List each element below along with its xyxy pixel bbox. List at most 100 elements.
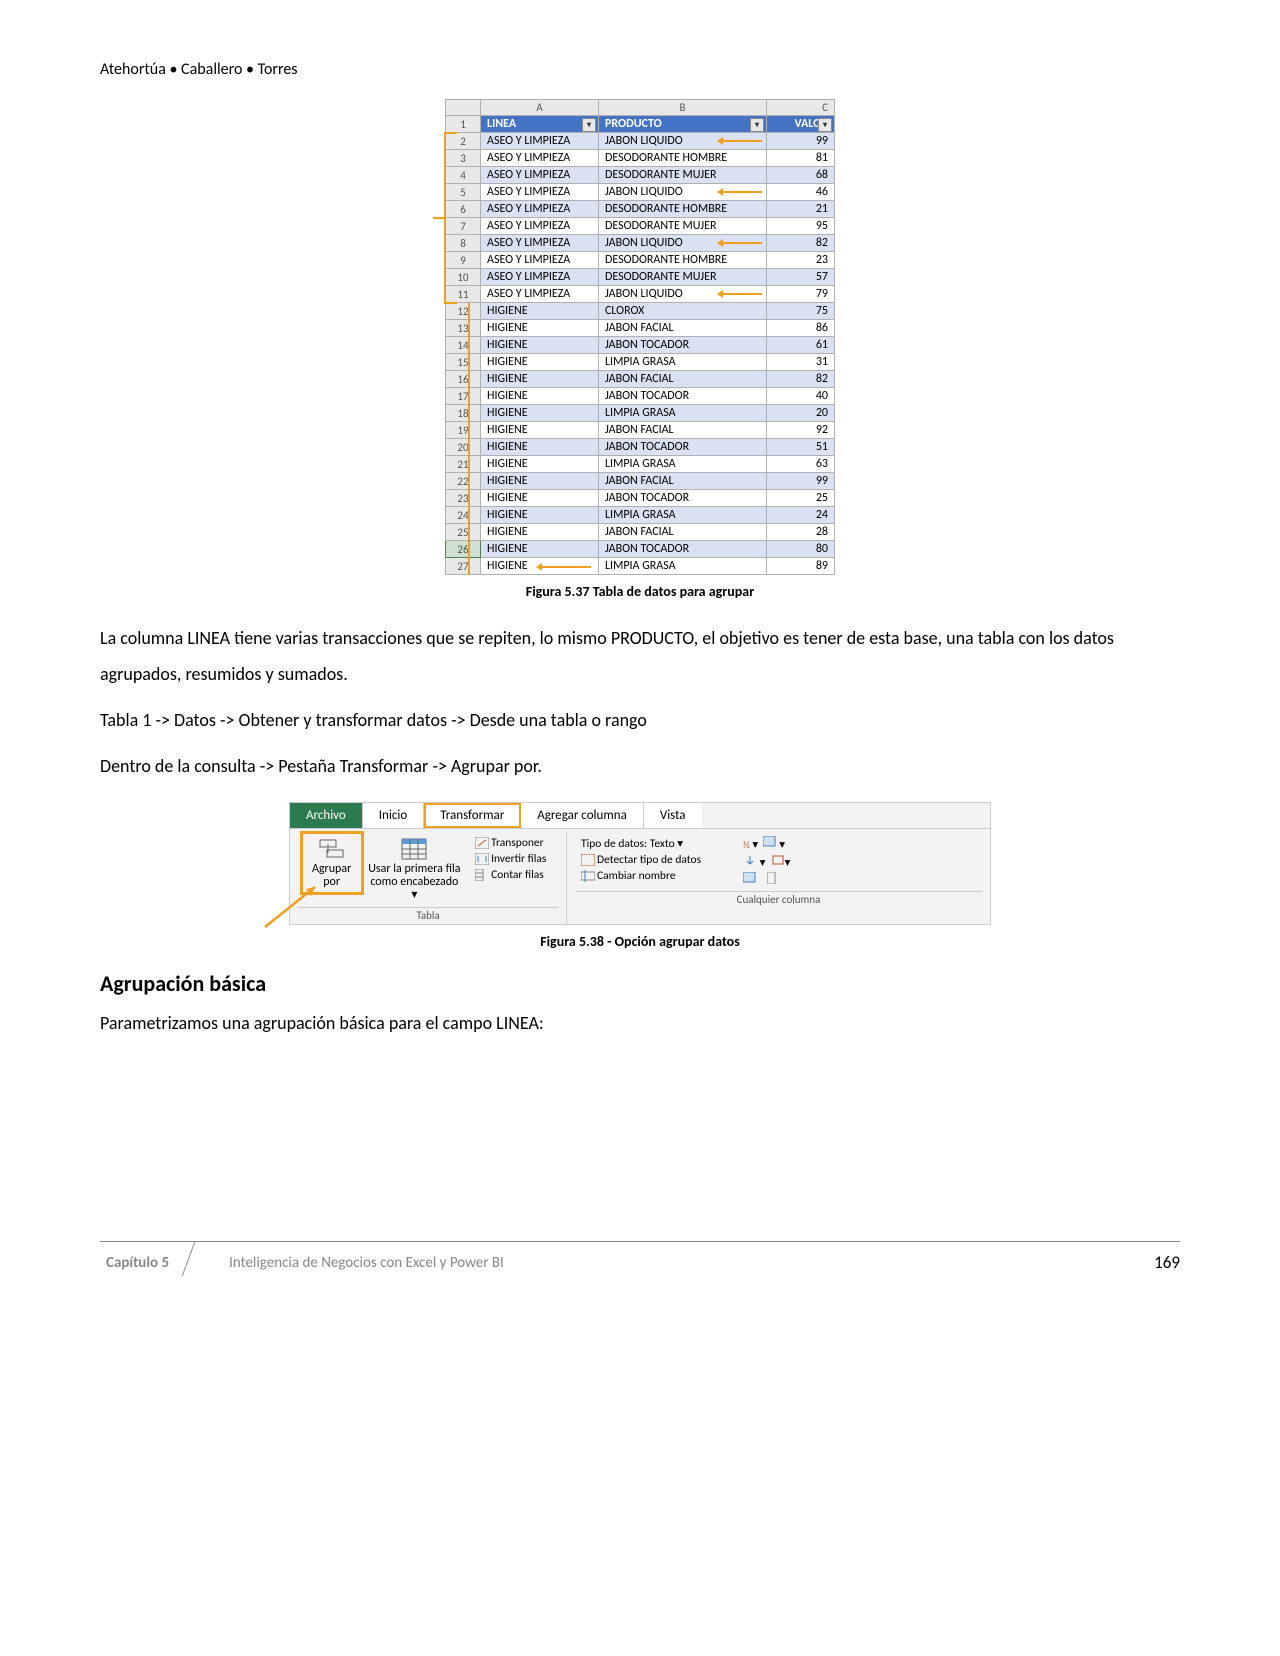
cell-producto[interactable]: JABON LIQUIDO <box>599 286 767 303</box>
cell-producto[interactable]: DESODORANTE HOMBRE <box>599 201 767 218</box>
cell-producto[interactable]: LIMPIA GRASA <box>599 354 767 371</box>
ribbon-fill-button[interactable]: ▾ ▾ <box>743 853 813 871</box>
cell-valor[interactable]: 80 <box>767 541 835 558</box>
row-number[interactable]: 14 <box>446 337 481 354</box>
cell-valor[interactable]: 68 <box>767 167 835 184</box>
cell-linea[interactable]: HIGIENE <box>481 507 599 524</box>
cell-valor[interactable]: 92 <box>767 422 835 439</box>
row-number[interactable]: 25 <box>446 524 481 541</box>
cell-linea[interactable]: HIGIENE <box>481 473 599 490</box>
row-number[interactable]: 18 <box>446 405 481 422</box>
ribbon-replace-button[interactable]: ½ ▾ ▾ <box>743 835 813 853</box>
cell-valor[interactable]: 99 <box>767 133 835 150</box>
cell-linea[interactable]: HIGIENE <box>481 371 599 388</box>
cell-valor[interactable]: 51 <box>767 439 835 456</box>
row-number[interactable]: 23 <box>446 490 481 507</box>
cell-linea[interactable]: HIGIENE <box>481 439 599 456</box>
cell-valor[interactable]: 75 <box>767 303 835 320</box>
row-number[interactable]: 3 <box>446 150 481 167</box>
cell-linea[interactable]: HIGIENE <box>481 541 599 558</box>
ribbon-tab-archivo[interactable]: Archivo <box>290 803 363 828</box>
row-number[interactable]: 10 <box>446 269 481 286</box>
row-number[interactable]: 17 <box>446 388 481 405</box>
cell-producto[interactable]: JABON TOCADOR <box>599 541 767 558</box>
cell-valor[interactable]: 25 <box>767 490 835 507</box>
cell-valor[interactable]: 31 <box>767 354 835 371</box>
ribbon-primera-fila-button[interactable]: Usar la primera fila como encabezado ▾ <box>362 835 466 905</box>
cell-linea[interactable]: HIGIENE <box>481 354 599 371</box>
cell-valor[interactable]: 24 <box>767 507 835 524</box>
cell-linea[interactable]: HIGIENE <box>481 320 599 337</box>
cell-producto[interactable]: LIMPIA GRASA <box>599 456 767 473</box>
column-letter[interactable]: B <box>599 100 767 116</box>
cell-valor[interactable]: 95 <box>767 218 835 235</box>
cell-producto[interactable]: JABON TOCADOR <box>599 439 767 456</box>
cell-linea[interactable]: HIGIENE <box>481 422 599 439</box>
cell-valor[interactable]: 99 <box>767 473 835 490</box>
cell-linea[interactable]: ASEO Y LIMPIEZA <box>481 269 599 286</box>
row-number[interactable]: 16 <box>446 371 481 388</box>
row-number[interactable]: 22 <box>446 473 481 490</box>
cell-linea[interactable]: HIGIENE <box>481 490 599 507</box>
row-number[interactable]: 26 <box>446 541 481 558</box>
cell-producto[interactable]: JABON TOCADOR <box>599 388 767 405</box>
cell-linea[interactable]: HIGIENE <box>481 337 599 354</box>
cell-valor[interactable]: 82 <box>767 235 835 252</box>
cell-valor[interactable]: 40 <box>767 388 835 405</box>
cell-producto[interactable]: JABON FACIAL <box>599 422 767 439</box>
row-number[interactable]: 1 <box>446 116 481 133</box>
cell-valor[interactable]: 61 <box>767 337 835 354</box>
row-number[interactable]: 21 <box>446 456 481 473</box>
cell-valor[interactable]: 79 <box>767 286 835 303</box>
cell-producto[interactable]: DESODORANTE MUJER <box>599 269 767 286</box>
cell-producto[interactable]: DESODORANTE HOMBRE <box>599 150 767 167</box>
cell-linea[interactable]: HIGIENE <box>481 558 599 575</box>
cell-producto[interactable]: JABON LIQUIDO <box>599 235 767 252</box>
cell-producto[interactable]: JABON TOCADOR <box>599 337 767 354</box>
ribbon-tab-transformar[interactable]: Transformar <box>424 803 521 828</box>
cell-linea[interactable]: HIGIENE <box>481 388 599 405</box>
cell-producto[interactable]: DESODORANTE MUJER <box>599 218 767 235</box>
row-number[interactable]: 11 <box>446 286 481 303</box>
cell-valor[interactable]: 21 <box>767 201 835 218</box>
row-number[interactable]: 19 <box>446 422 481 439</box>
row-number[interactable]: 2 <box>446 133 481 150</box>
row-number[interactable]: 15 <box>446 354 481 371</box>
cell-valor[interactable]: 89 <box>767 558 835 575</box>
cell-valor[interactable]: 86 <box>767 320 835 337</box>
ribbon-invertir-button[interactable]: Invertir filas <box>475 851 546 867</box>
cell-producto[interactable]: JABON TOCADOR <box>599 490 767 507</box>
row-number[interactable]: 9 <box>446 252 481 269</box>
cell-linea[interactable]: ASEO Y LIMPIEZA <box>481 252 599 269</box>
row-number[interactable]: 6 <box>446 201 481 218</box>
ribbon-pivot-button[interactable] <box>743 871 813 889</box>
row-number[interactable]: 13 <box>446 320 481 337</box>
cell-valor[interactable]: 82 <box>767 371 835 388</box>
cell-producto[interactable]: LIMPIA GRASA <box>599 405 767 422</box>
cell-producto[interactable]: CLOROX <box>599 303 767 320</box>
cell-linea[interactable]: ASEO Y LIMPIEZA <box>481 133 599 150</box>
cell-producto[interactable]: DESODORANTE HOMBRE <box>599 252 767 269</box>
ribbon-agrupar-button[interactable]: Agrupar por <box>304 835 360 891</box>
cell-linea[interactable]: HIGIENE <box>481 524 599 541</box>
cell-linea[interactable]: ASEO Y LIMPIEZA <box>481 184 599 201</box>
cell-producto[interactable]: JABON FACIAL <box>599 371 767 388</box>
row-number[interactable]: 8 <box>446 235 481 252</box>
filter-dropdown-icon[interactable] <box>750 118 764 132</box>
cell-valor[interactable]: 46 <box>767 184 835 201</box>
column-letter[interactable]: A <box>481 100 599 116</box>
column-letter[interactable]: C <box>767 100 835 116</box>
filter-dropdown-icon[interactable] <box>818 118 832 132</box>
cell-valor[interactable]: 28 <box>767 524 835 541</box>
filter-dropdown-icon[interactable] <box>582 118 596 132</box>
ribbon-detectar-button[interactable]: Detectar tipo de datos <box>581 852 731 868</box>
cell-valor[interactable]: 63 <box>767 456 835 473</box>
cell-valor[interactable]: 20 <box>767 405 835 422</box>
ribbon-tab-vista[interactable]: Vista <box>644 803 702 828</box>
cell-valor[interactable]: 57 <box>767 269 835 286</box>
cell-linea[interactable]: ASEO Y LIMPIEZA <box>481 286 599 303</box>
ribbon-tab-inicio[interactable]: Inicio <box>363 803 424 828</box>
cell-linea[interactable]: HIGIENE <box>481 456 599 473</box>
cell-producto[interactable]: LIMPIA GRASA <box>599 507 767 524</box>
row-number[interactable]: 24 <box>446 507 481 524</box>
